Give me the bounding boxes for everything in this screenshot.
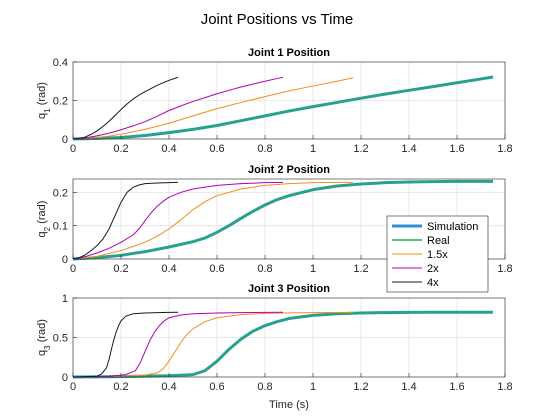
subplot-title: Joint 1 Position — [248, 47, 330, 59]
series-line-real — [72, 76, 494, 140]
series-line-4x — [72, 181, 179, 260]
x-tick-label: 1.8 — [497, 143, 512, 155]
y-tick-label: 0.2 — [53, 187, 68, 199]
y-axis-label: q2 (rad) — [36, 201, 52, 238]
y-tick-label: 0.5 — [53, 333, 68, 345]
series-line-2x — [72, 76, 284, 140]
x-tick-label: 1.6 — [449, 381, 464, 393]
x-tick-label: 0.8 — [257, 263, 272, 275]
x-tick-label: 1.2 — [353, 143, 368, 155]
legend-label-4x: 4x — [427, 277, 439, 289]
x-tick-label: 0.4 — [161, 263, 176, 275]
x-tick-label: 0.8 — [257, 381, 272, 393]
x-tick-label: 0.6 — [209, 381, 224, 393]
x-tick-label: 0 — [70, 143, 76, 155]
legend: Simulation Real 1.5x 2x 4x — [386, 215, 489, 293]
series-line-real — [72, 311, 493, 378]
subplot-title: Joint 3 Position — [248, 283, 330, 295]
x-tick-label: 0 — [70, 381, 76, 393]
x-tick-label: 0.4 — [161, 143, 176, 155]
series-line-real — [72, 180, 493, 260]
series-line-1-5x — [72, 77, 354, 140]
y-tick-label: 0.2 — [53, 96, 68, 108]
axes-box — [72, 178, 506, 260]
series-line-2x — [72, 181, 284, 260]
x-tick-label: 0.8 — [257, 143, 272, 155]
subplot-joint-3: 0 0.2 0.4 0.6 0.8 1 1.2 1.4 1.6 1.8 0 0.5 1 Joint 3 P… — [36, 283, 513, 393]
y-tick-label: 0.4 — [53, 57, 68, 69]
legend-label-1-5x: 1.5x — [427, 249, 448, 261]
y-tick-label: 1 — [62, 293, 68, 305]
x-tick-label: 0.2 — [113, 143, 128, 155]
series-line-1-5x — [72, 181, 354, 260]
x-tick-label: 1.6 — [449, 143, 464, 155]
series-line-1-5x — [72, 311, 354, 378]
x-tick-label: 1.8 — [497, 263, 512, 275]
y-axis-label: q1 (rad) — [36, 82, 52, 119]
legend-label-2x: 2x — [427, 263, 439, 275]
figure-xlabel: Time (s) — [269, 399, 309, 411]
x-tick-label: 1.8 — [497, 381, 512, 393]
x-tick-label: 1.2 — [353, 381, 368, 393]
x-tick-label: 0.2 — [113, 263, 128, 275]
series-line-4x — [72, 311, 179, 378]
x-tick-label: 1 — [310, 143, 316, 155]
y-tick-label: 0 — [62, 372, 68, 384]
x-tick-label: 1 — [310, 263, 316, 275]
x-tick-label: 0.2 — [113, 381, 128, 393]
series-line-2x — [72, 311, 284, 378]
legend-label-simulation: Simulation — [427, 221, 478, 233]
y-tick-label: 0 — [62, 254, 68, 266]
series-line-4x — [72, 76, 179, 140]
x-tick-label: 0.6 — [209, 263, 224, 275]
x-tick-label: 1.4 — [401, 143, 416, 155]
x-tick-label: 1.2 — [353, 263, 368, 275]
x-tick-label: 0.6 — [209, 143, 224, 155]
subplot-title: Joint 2 Position — [248, 164, 330, 176]
x-tick-label: 0.4 — [161, 381, 176, 393]
x-tick-label: 1.4 — [401, 381, 416, 393]
legend-label-real: Real — [427, 235, 450, 247]
y-axis-label: q3 (rad) — [36, 319, 52, 356]
subplot-joint-1: 0 0.2 0.4 0.6 0.8 1 1.2 1.4 1.6 1.8 0 0.2 0.4 Joint 1… — [36, 47, 513, 155]
y-tick-label: 0.1 — [53, 221, 68, 233]
x-tick-label: 1 — [310, 381, 316, 393]
y-tick-label: 0 — [62, 134, 68, 146]
x-tick-label: 0 — [70, 263, 76, 275]
figure-title: Joint Positions vs Time — [201, 11, 354, 28]
